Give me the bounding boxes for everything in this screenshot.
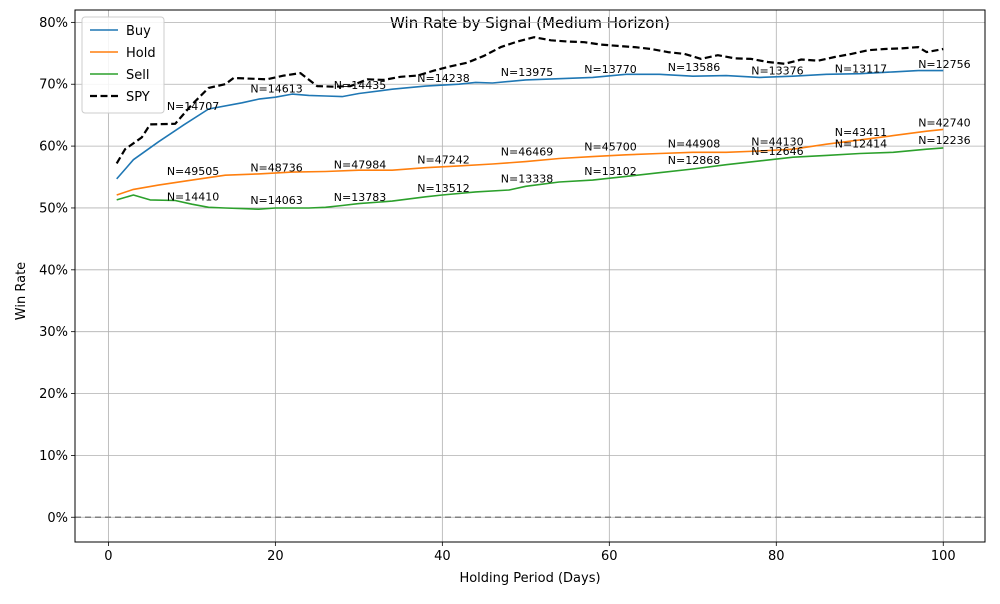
sample-size-annotation: N=13512 xyxy=(417,182,469,195)
sample-size-annotation: N=43411 xyxy=(835,126,887,139)
x-tick-label: 20 xyxy=(267,549,284,564)
sample-size-annotation: N=12646 xyxy=(751,145,803,158)
sample-size-annotation: N=13376 xyxy=(751,64,803,77)
series-line-buy xyxy=(116,69,944,180)
sample-size-annotation: N=12756 xyxy=(918,58,970,71)
sample-size-annotation: N=44130 xyxy=(751,135,803,148)
sample-size-annotation: N=13586 xyxy=(668,61,720,74)
x-tick-label: 80 xyxy=(768,549,785,564)
y-tick-label: 50% xyxy=(39,201,68,216)
sample-size-annotation: N=47242 xyxy=(417,153,469,166)
sample-size-annotation: N=48736 xyxy=(250,161,302,174)
sample-size-annotation: N=14707 xyxy=(167,100,219,113)
sample-size-annotation: N=14238 xyxy=(417,72,469,85)
sample-size-annotation: N=12868 xyxy=(668,154,720,167)
sample-size-annotation: N=13783 xyxy=(334,191,386,204)
sample-size-annotation: N=46469 xyxy=(501,145,553,158)
sample-size-annotation: N=13102 xyxy=(584,165,636,178)
plot-area-frame xyxy=(74,9,986,543)
sample-size-annotation: N=12414 xyxy=(835,137,887,150)
legend-label-sell: Sell xyxy=(126,68,149,83)
series-line-hold xyxy=(116,128,944,196)
x-tick-label: 40 xyxy=(434,549,451,564)
sample-size-annotation: N=44908 xyxy=(668,137,720,150)
x-axis-label: Holding Period (Days) xyxy=(459,571,600,586)
sample-size-annotation: N=14063 xyxy=(250,194,302,207)
sample-size-annotation: N=47984 xyxy=(334,158,386,171)
sample-size-annotation: N=12236 xyxy=(918,134,970,147)
legend: Buy Hold Sell SPY xyxy=(81,16,165,114)
legend-label-spy: SPY xyxy=(126,90,150,105)
x-tick-label: 0 xyxy=(104,549,112,564)
sample-size-annotation: N=13770 xyxy=(584,63,636,76)
y-tick-label: 20% xyxy=(39,387,68,402)
y-tick-label: 70% xyxy=(39,78,68,93)
tick-layer: 0 20 40 60 80 100 0% 10% 20% 30% 40% 50% 60% 70% 80% xyxy=(39,16,956,564)
grid-layer xyxy=(75,10,985,542)
y-tick-label: 40% xyxy=(39,263,68,278)
sample-size-annotation: N=13975 xyxy=(501,66,553,79)
x-tick-label: 100 xyxy=(931,549,956,564)
series-line-sell xyxy=(116,147,944,210)
y-tick-label: 80% xyxy=(39,16,68,31)
sample-size-annotation: N=14410 xyxy=(167,191,219,204)
sample-size-annotation: N=13117 xyxy=(835,62,887,75)
y-tick-label: 10% xyxy=(39,449,68,464)
annotation-layer: N=14707 N=49505 N=14410 N=14613 N=48736 N=140… xyxy=(167,58,971,207)
sample-size-annotation: N=14613 xyxy=(250,82,302,95)
legend-label-hold: Hold xyxy=(126,46,156,61)
x-tick-label: 60 xyxy=(601,549,618,564)
series-layer xyxy=(115,36,944,210)
sample-size-annotation: N=42740 xyxy=(918,116,970,129)
sample-size-annotation: N=45700 xyxy=(584,140,636,153)
y-tick-label: 0% xyxy=(47,511,68,526)
y-tick-label: 30% xyxy=(39,325,68,340)
sample-size-annotation: N=14435 xyxy=(334,79,386,92)
series-line-spy xyxy=(115,36,944,164)
legend-box xyxy=(81,16,165,114)
sample-size-annotation: N=49505 xyxy=(167,165,219,178)
sample-size-annotation: N=13338 xyxy=(501,173,553,186)
y-tick-label: 60% xyxy=(39,140,68,155)
legend-label-buy: Buy xyxy=(126,24,151,39)
chart-title: Win Rate by Signal (Medium Horizon) xyxy=(390,14,670,32)
y-axis-label: Win Rate xyxy=(14,262,29,320)
